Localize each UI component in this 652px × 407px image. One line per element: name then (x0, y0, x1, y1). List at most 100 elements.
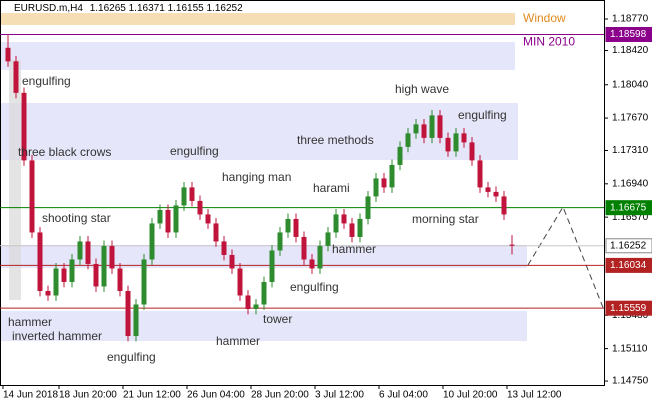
candle-body (381, 178, 387, 188)
candle-body (205, 214, 211, 224)
price-label-box (605, 257, 652, 273)
candle-body (285, 218, 291, 233)
price-label: 1.16252 (610, 240, 647, 251)
price-label: 1.16675 (610, 202, 647, 213)
x-tick-label: 28 Jun 20:00 (251, 390, 309, 401)
candle-body (173, 205, 179, 233)
y-tick-label: 1.15110 (612, 343, 648, 354)
level-name: MIN 2010 (523, 35, 575, 49)
candle-body (229, 254, 235, 269)
candle-body (157, 209, 163, 224)
candle-body (253, 304, 259, 309)
candle-body (109, 245, 115, 269)
candle-body (221, 241, 227, 255)
annotation: engulfing (170, 144, 219, 158)
y-tick-label: 1.16940 (612, 178, 649, 189)
ohlc-value: 1.16265 (90, 3, 127, 14)
symbol: EURUSD.m,H4 (14, 3, 83, 14)
ohlc-value: 1.16252 (207, 3, 244, 14)
candle-body (61, 268, 67, 282)
annotation: hammer (332, 242, 376, 256)
candle-body (197, 200, 203, 215)
price-label-box (605, 200, 652, 216)
x-tick-label: 3 Jul 12:00 (315, 390, 364, 401)
highlight-band (9, 60, 21, 300)
candle-body (45, 290, 51, 296)
annotation: inverted hammer (12, 329, 102, 343)
candle-body (165, 209, 171, 233)
candle-body (325, 232, 331, 246)
candle-body (437, 115, 443, 138)
candle-body (181, 187, 187, 206)
window-zone (0, 13, 515, 25)
price-label-box (605, 300, 652, 316)
candle-body (309, 259, 315, 269)
candle-body (293, 218, 299, 237)
ohlc-value: 1.16371 (129, 3, 166, 14)
candle-body (133, 304, 139, 337)
annotation: Window (523, 11, 566, 25)
candle-body (341, 214, 347, 224)
annotation: engulfing (458, 108, 507, 122)
candle-body (389, 164, 395, 188)
y-tick-label: 1.14750 (612, 376, 649, 387)
candle-body (141, 259, 147, 305)
candle-body (117, 268, 123, 291)
y-tick-label: 1.17310 (612, 145, 649, 156)
candle-body (101, 245, 107, 287)
candle-body (413, 124, 419, 134)
x-tick-label: 18 Jun 20:00 (59, 390, 117, 401)
candle-body (125, 290, 131, 337)
candle-body (77, 241, 83, 260)
price-label: 1.18598 (610, 29, 647, 40)
candle-body (189, 187, 195, 201)
annotation: tower (263, 312, 292, 326)
candle-body (453, 133, 459, 152)
price-label-box (605, 238, 652, 254)
candle-body (333, 214, 339, 233)
candle-body (373, 178, 379, 197)
candle-body (261, 281, 267, 305)
candle-body (213, 223, 219, 242)
candle-body (317, 245, 323, 269)
annotation: hammer (216, 334, 260, 348)
candle-body (357, 218, 363, 237)
candle-body (405, 133, 411, 147)
x-tick-label: 10 Jul 20:00 (443, 390, 498, 401)
candle-body (493, 191, 499, 197)
price-label: 1.15559 (610, 303, 647, 314)
candle-body (277, 232, 283, 251)
candle-body (13, 61, 19, 93)
candle-body (397, 146, 403, 165)
annotation: morning star (412, 212, 479, 226)
y-tick-label: 1.18040 (612, 79, 649, 90)
candle-body (85, 241, 91, 264)
candle-body (365, 196, 371, 219)
annotation: harami (313, 181, 350, 195)
y-tick-label: 1.18770 (612, 14, 649, 25)
y-tick-label: 1.17670 (612, 113, 649, 124)
candle-body (69, 259, 75, 282)
candle-body (149, 223, 155, 260)
annotation: engulfing (290, 280, 339, 294)
candle-body (53, 268, 59, 296)
annotation: three methods (297, 133, 374, 147)
candle-body (237, 268, 243, 296)
price-label: 1.16034 (610, 260, 647, 271)
x-tick-label: 6 Jul 04:00 (379, 390, 428, 401)
candle-body (301, 236, 307, 260)
x-tick-label: 26 Jun 04:00 (187, 390, 245, 401)
candle-body (269, 250, 275, 282)
candle-body (349, 223, 355, 237)
candle-body (29, 160, 35, 233)
annotation: engulfing (107, 350, 156, 364)
candle-body (461, 133, 467, 143)
x-tick-label: 13 Jul 12:00 (507, 390, 562, 401)
annotation: engulfing (22, 74, 71, 88)
zone (0, 311, 527, 341)
chart-title: EURUSD.m,H4 1.16265 1.16371 1.16155 1.16… (14, 3, 243, 14)
y-tick-label: 1.18420 (612, 45, 649, 56)
plot-frame (0, 0, 605, 386)
